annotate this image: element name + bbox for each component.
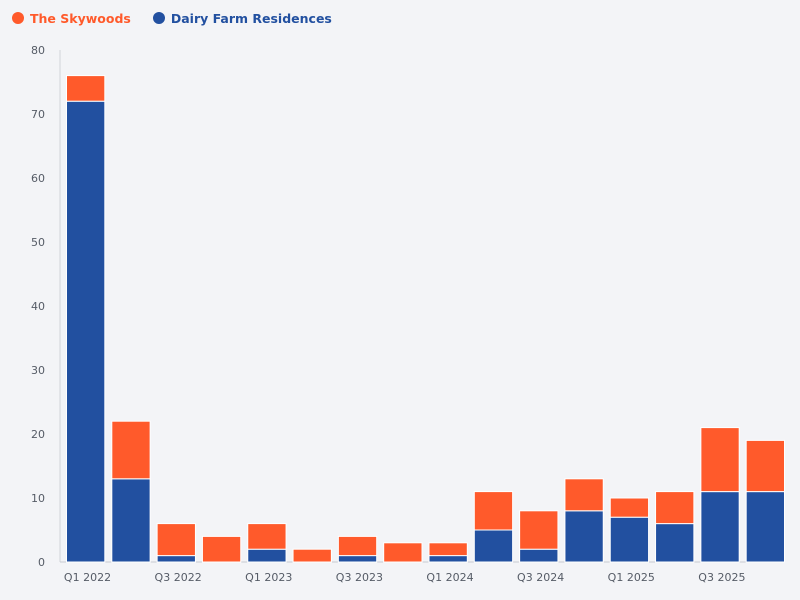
x-tick-label-q3-2025: Q3 2025 (698, 571, 745, 584)
legend-marker-the-skywoods (12, 12, 24, 24)
bar-dairy-farm-residences-q2-2025 (655, 523, 695, 563)
bar-the-skywoods-q3-2024 (519, 510, 559, 550)
x-tick-label-q3-2024: Q3 2024 (517, 571, 564, 584)
y-tick-label-70: 70 (31, 108, 45, 121)
y-tick-label-0: 0 (38, 556, 45, 569)
bar-the-skywoods-q2-2025 (655, 491, 695, 525)
bar-dairy-farm-residences-q1-2022 (66, 100, 106, 563)
bar-the-skywoods-q3-2025 (700, 427, 740, 493)
x-tick-label-q1-2022: Q1 2022 (64, 571, 111, 584)
bar-the-skywoods-q1-2022 (66, 75, 106, 102)
y-tick-label-40: 40 (31, 300, 45, 313)
bar-the-skywoods-q4-2024 (564, 478, 604, 512)
bar-the-skywoods-q1-2025 (609, 497, 650, 518)
legend: The Skywoods Dairy Farm Residences (12, 8, 332, 28)
legend-label-the-skywoods: The Skywoods (30, 10, 131, 26)
y-tick-label-60: 60 (31, 172, 45, 185)
x-tick-label-q1-2023: Q1 2023 (245, 571, 292, 584)
bar-the-skywoods-q1-2024 (428, 542, 468, 557)
bar-dairy-farm-residences-q4-2024 (564, 510, 604, 563)
x-tick-label-q3-2022: Q3 2022 (155, 571, 202, 584)
bar-the-skywoods-q3-2022 (156, 523, 196, 557)
x-tick-label-q1-2024: Q1 2024 (426, 571, 473, 584)
bar-dairy-farm-residences-q1-2024 (428, 555, 468, 563)
bar-the-skywoods-q4-2022 (201, 535, 242, 563)
x-tick-label-q1-2025: Q1 2025 (608, 571, 655, 584)
x-tick-label-q3-2023: Q3 2023 (336, 571, 383, 584)
y-tick-label-50: 50 (31, 236, 45, 249)
bar-the-skywoods-q2-2024 (473, 491, 514, 531)
bar-dairy-farm-residences-q3-2023 (337, 555, 378, 563)
bar-dairy-farm-residences-q3-2022 (156, 555, 196, 563)
y-tick-label-20: 20 (31, 428, 45, 441)
bar-dairy-farm-residences-q2-2022 (111, 478, 151, 563)
bar-dairy-farm-residences-q1-2025 (609, 516, 650, 563)
bar-the-skywoods-q2-2022 (111, 420, 151, 480)
bar-the-skywoods-q4-2023 (383, 542, 423, 563)
bar-the-skywoods-q2-2023 (292, 548, 332, 563)
legend-item-the-skywoods[interactable]: The Skywoods (12, 11, 131, 26)
bar-dairy-farm-residences-q2-2024 (473, 529, 514, 563)
y-tick-label-30: 30 (31, 364, 45, 377)
bar-dairy-farm-residences-q3-2025 (700, 491, 740, 563)
bar-the-skywoods-q4-2025 (745, 439, 786, 493)
bar-the-skywoods-q1-2023 (247, 523, 287, 550)
bar-dairy-farm-residences-q4-2025 (745, 491, 786, 563)
bar-dairy-farm-residences-q3-2024 (519, 548, 559, 563)
legend-label-dairy-farm-residences: Dairy Farm Residences (170, 10, 332, 26)
legend-item-dairy-farm-residences[interactable]: Dairy Farm Residences (152, 10, 332, 26)
y-tick-label-10: 10 (31, 492, 45, 505)
legend-marker-dairy-farm-residences (152, 12, 165, 24)
bar-the-skywoods-q3-2023 (337, 535, 378, 557)
bar-dairy-farm-residences-q1-2023 (247, 548, 287, 563)
y-tick-label-80: 80 (31, 44, 45, 57)
